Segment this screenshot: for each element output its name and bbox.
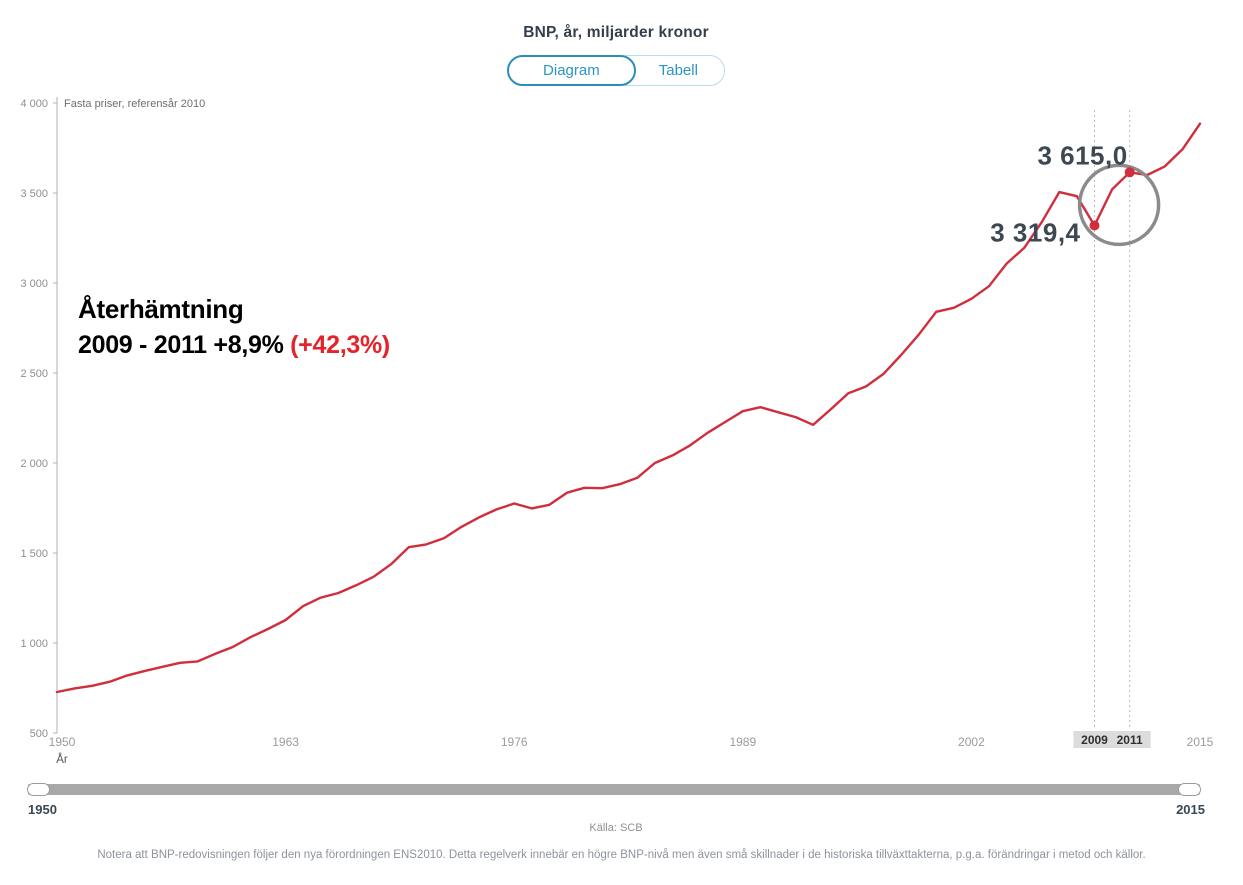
y-tick-label: 3 000	[20, 278, 48, 290]
gdp-line-series	[55, 122, 1202, 694]
annotation-title: Återhämtning	[78, 294, 244, 324]
y-tick-label: 500	[30, 728, 48, 740]
x-axis-title: År	[56, 753, 68, 766]
x-tick-label-highlighted: 2011	[1117, 733, 1143, 747]
data-point-2011[interactable]	[1124, 167, 1135, 178]
footer-note: Notera att BNP-redovisningen följer den …	[97, 849, 1146, 861]
recovery-highlight-circle	[1077, 163, 1161, 247]
y-tick-label: 2 500	[20, 368, 48, 380]
x-tick-highlight	[1073, 731, 1116, 748]
recovery-annotation: Återhämtning 2009 - 2011 +8,9% (+42,3%)	[78, 292, 390, 362]
y-tick-label: 1 500	[20, 548, 48, 560]
view-switcher: Diagram Tabell	[0, 55, 1232, 86]
chart-subtitle: Fasta priser, referensår 2010	[64, 98, 205, 110]
slider-max-label: 2015	[1176, 802, 1205, 817]
x-tick-label: 1989	[729, 735, 756, 749]
line-chart: Fasta priser, referensår 2010 4 000 3 500 3…	[20, 97, 1214, 766]
x-tick-label: 1976	[501, 735, 528, 749]
page-title: BNP, år, miljarder kronor	[523, 24, 709, 41]
y-tick-label: 3 500	[20, 188, 48, 200]
year-range-slider[interactable]	[27, 783, 1201, 796]
annotation-detail-red: (+42,3%)	[290, 330, 390, 359]
slider-handle-max[interactable]	[1178, 783, 1201, 796]
x-tick-highlight	[1108, 731, 1151, 748]
data-point-label-2011: 3 615,0	[1037, 140, 1127, 170]
x-tick-label-highlighted: 2009	[1081, 733, 1108, 747]
tab-diagram-label: Diagram	[543, 62, 600, 79]
x-tick-label: 1950	[49, 735, 76, 749]
x-tick-label: 2015	[1187, 735, 1214, 749]
data-point-2009[interactable]	[1089, 220, 1100, 231]
x-tick-label: 1963	[272, 735, 299, 749]
y-tick-label: 1 000	[20, 638, 48, 650]
tab-diagram[interactable]: Diagram	[507, 55, 636, 86]
slider-handle-min[interactable]	[27, 783, 50, 796]
y-tick-label: 4 000	[20, 98, 48, 110]
data-point-label-2009: 3 319,4	[990, 218, 1080, 248]
y-tick-label: 2 000	[20, 458, 48, 470]
annotation-detail: 2009 - 2011 +8,9% (+42,3%)	[78, 330, 390, 359]
slider-min-label: 1950	[28, 802, 57, 817]
source-text: Källa: SCB	[589, 822, 643, 834]
tab-tabell-label: Tabell	[658, 62, 698, 79]
chart-svg: Fasta priser, referensår 2010 4 000 3 500 3…	[20, 97, 1214, 766]
x-tick-label: 2002	[958, 735, 985, 749]
